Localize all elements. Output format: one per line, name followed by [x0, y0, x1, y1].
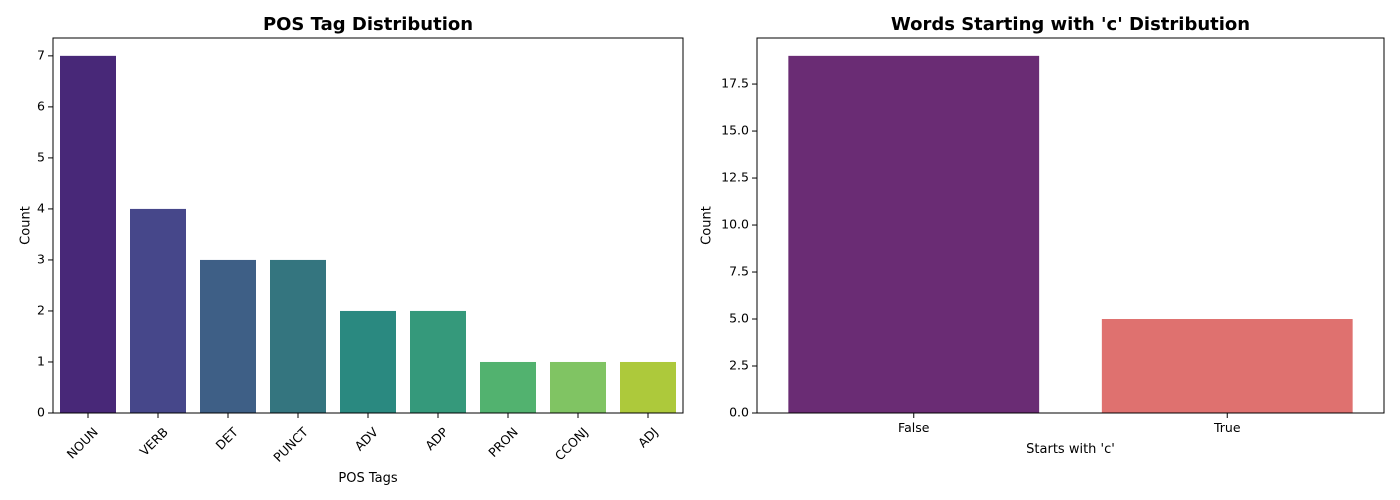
y-tick-label: 7 — [37, 47, 45, 62]
y-axis-label: Count — [19, 206, 34, 245]
x-tick-label: ADJ — [635, 424, 661, 450]
bar-adj — [620, 361, 676, 413]
y-tick-label: 15.0 — [721, 123, 749, 138]
bar-adv — [340, 310, 396, 413]
y-tick-label: 1 — [37, 353, 45, 368]
x-tick-label: DET — [212, 424, 241, 453]
y-tick-label: 5.0 — [729, 311, 749, 326]
x-tick-label: VERB — [136, 424, 170, 458]
bar-punct — [270, 259, 326, 413]
x-axis-label: Starts with 'c' — [1026, 442, 1115, 457]
bar-cconj — [550, 361, 606, 413]
bar-verb — [130, 208, 186, 413]
bar-noun — [60, 55, 116, 413]
x-tick-label: True — [1213, 420, 1241, 435]
x-tick-label: False — [898, 420, 930, 435]
y-tick-label: 4 — [37, 200, 45, 215]
y-tick-label: 17.5 — [721, 76, 749, 91]
x-tick-label: CCONJ — [552, 424, 591, 463]
bar-false — [788, 55, 1040, 413]
chart-title: POS Tag Distribution — [263, 14, 473, 35]
y-tick-label: 0.0 — [729, 405, 749, 420]
x-tick-label: PUNCT — [270, 424, 311, 465]
y-tick-label: 12.5 — [721, 170, 749, 185]
y-tick-label: 6 — [37, 98, 45, 113]
starts-with-c-chart: Words Starting with 'c' Distribution Sta… — [700, 14, 1385, 457]
bar-det — [200, 259, 256, 413]
y-tick-label: 5 — [37, 149, 45, 164]
x-tick-label: PRON — [485, 424, 521, 460]
y-tick-label: 2.5 — [729, 358, 749, 373]
x-axis-label: POS Tags — [338, 471, 397, 486]
y-axis-label: Count — [700, 206, 715, 245]
pos-tag-chart: POS Tag Distribution POS Tags Count 0 1 2 3… — [19, 14, 684, 486]
bar-pron — [480, 361, 536, 413]
x-tick-label: ADP — [422, 424, 451, 453]
y-tick-label: 10.0 — [721, 217, 749, 232]
y-tick-label: 7.5 — [729, 264, 749, 279]
bar-adp — [410, 310, 466, 413]
x-tick-label: ADV — [352, 424, 382, 454]
x-tick-label: NOUN — [64, 424, 101, 461]
y-tick-label: 0 — [37, 405, 45, 420]
y-tick-label: 2 — [37, 302, 45, 317]
y-tick-label: 3 — [37, 251, 45, 266]
chart-title: Words Starting with 'c' Distribution — [891, 14, 1250, 35]
bar-true — [1101, 319, 1353, 413]
